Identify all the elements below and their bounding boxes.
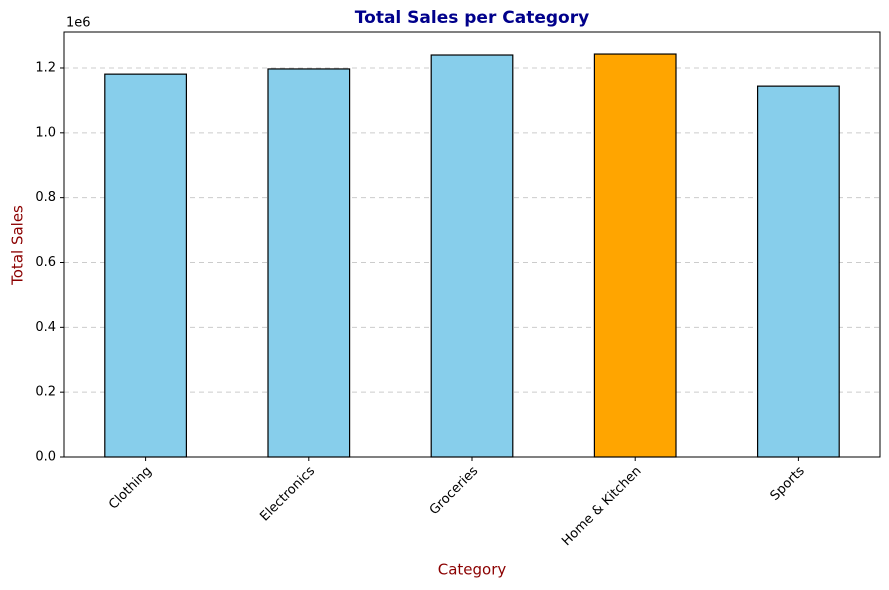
chart-title: Total Sales per Category [355, 8, 589, 28]
bar [756, 85, 840, 458]
y-axis-label: Total Sales [9, 205, 27, 286]
bar [593, 53, 677, 458]
y-tick-label: 0.2 [35, 385, 56, 400]
plot-frame [63, 31, 881, 458]
bar [104, 73, 188, 458]
y-offset-label: 1e6 [66, 16, 91, 31]
x-tick-label: Sports [768, 464, 808, 504]
y-tick-label: 0.6 [35, 255, 56, 270]
y-tick-label: 0.0 [35, 450, 56, 465]
x-tick-label: Electronics [257, 464, 318, 525]
bar [267, 68, 351, 458]
y-tick-label: 1.2 [35, 60, 56, 75]
x-tick-label: Home & Kitchen [559, 464, 644, 549]
y-tick-label: 0.4 [35, 320, 56, 335]
x-tick-label: Groceries [427, 464, 482, 519]
x-tick-label: Clothing [106, 464, 155, 513]
y-tick-label: 1.0 [35, 125, 56, 140]
x-axis-label: Category [438, 561, 507, 579]
bar [430, 54, 514, 458]
y-tick-label: 0.8 [35, 190, 56, 205]
